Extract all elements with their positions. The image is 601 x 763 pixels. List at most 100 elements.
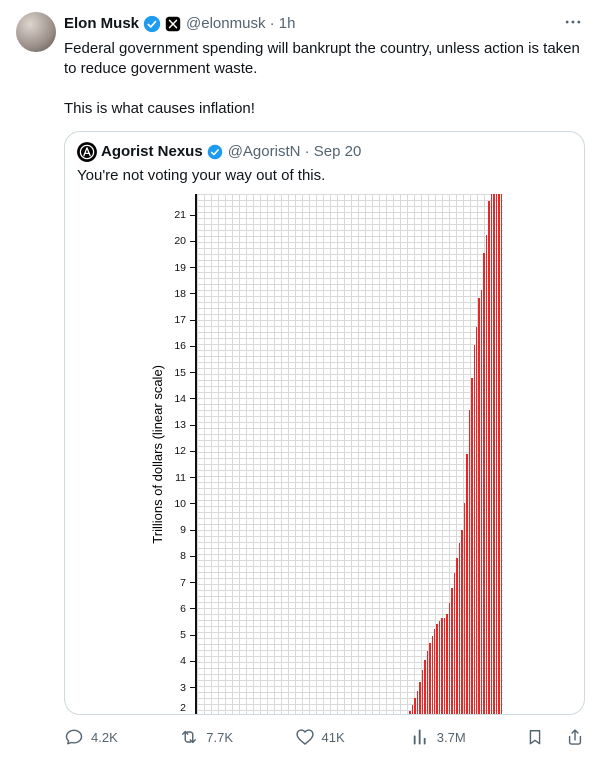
y-tick-mark <box>190 582 195 584</box>
y-tick-label: 8 <box>180 550 186 563</box>
reply-icon <box>65 729 83 745</box>
quoted-tweet-inner: Agorist Nexus @AgoristN · Sep 20 You're … <box>65 132 584 714</box>
y-tick-mark <box>190 660 195 662</box>
y-tick-mark <box>190 608 195 610</box>
quoted-tweet-card[interactable]: Agorist Nexus @AgoristN · Sep 20 You're … <box>64 131 585 715</box>
repost-count: 7.7K <box>206 729 233 745</box>
y-tick-label: 7 <box>180 576 186 589</box>
quote-author-name[interactable]: Agorist Nexus <box>101 143 203 160</box>
y-tick-mark <box>190 477 195 479</box>
debt-bar <box>424 659 426 714</box>
debt-bar <box>495 194 498 714</box>
debt-bar <box>411 704 414 714</box>
tweet-body: Federal government spending will bankrup… <box>64 39 585 119</box>
y-tick-label: 9 <box>180 524 186 537</box>
debt-bar <box>429 643 431 714</box>
debt-bar <box>436 624 438 714</box>
avatar-column <box>16 12 56 761</box>
y-tick-label: 17 <box>174 314 186 327</box>
debt-bar <box>443 617 446 714</box>
debt-bar <box>483 252 485 714</box>
debt-bar <box>461 529 463 714</box>
debt-bar <box>419 681 421 714</box>
debt-bar <box>416 691 419 714</box>
debt-bar <box>458 543 461 714</box>
author-name[interactable]: Elon Musk <box>64 14 140 32</box>
tweet-text-paragraph-2: This is what causes inflation! <box>64 100 255 117</box>
debt-bar <box>431 635 433 714</box>
debt-bar <box>446 614 448 714</box>
debt-bar <box>493 194 495 714</box>
y-tick-mark <box>190 634 195 636</box>
like-button[interactable]: 41K <box>295 727 410 747</box>
debt-bar <box>421 670 424 714</box>
y-tick-mark <box>190 687 195 689</box>
quote-meta[interactable]: @AgoristN · Sep 20 <box>227 143 362 160</box>
y-tick-mark <box>190 713 195 714</box>
like-count: 41K <box>321 729 345 745</box>
y-tick-label: 10 <box>174 497 186 510</box>
y-tick-mark <box>190 398 195 400</box>
debt-bar <box>488 201 490 714</box>
debt-bar <box>473 344 475 714</box>
repost-button[interactable]: 7.7K <box>179 727 294 747</box>
y-tick-mark <box>190 293 195 295</box>
y-tick-mark <box>190 214 195 216</box>
debt-bar <box>409 710 411 714</box>
debt-bar <box>426 650 429 714</box>
quote-author-avatar[interactable] <box>77 142 97 162</box>
y-tick-label: 20 <box>174 235 186 248</box>
y-tick-label: 4 <box>180 655 186 668</box>
reply-button[interactable]: 4.2K <box>64 727 179 747</box>
reply-count: 4.2K <box>91 729 118 745</box>
tweet-header: Elon Musk @elonmusk · 1h <box>64 12 585 35</box>
bookmark-button[interactable] <box>525 727 545 747</box>
debt-bar <box>453 572 456 714</box>
tweet-meta[interactable]: @elonmusk · 1h <box>186 14 296 32</box>
y-tick-label: 18 <box>174 287 186 300</box>
y-tick-label: 5 <box>180 629 186 642</box>
share-button[interactable] <box>565 727 585 747</box>
y-tick-label: 14 <box>174 392 186 405</box>
y-tick-label: 15 <box>174 366 186 379</box>
chart-plot <box>195 194 503 714</box>
y-tick-mark <box>190 345 195 347</box>
debt-chart: Trillions of dollars (linear scale) 2 3 4 5… <box>146 194 503 714</box>
like-icon <box>295 729 314 745</box>
anarchy-logo-icon <box>77 142 97 162</box>
tweet-content: Elon Musk @elonmusk · 1h <box>64 12 585 761</box>
quote-header: Agorist Nexus @AgoristN · Sep 20 <box>77 142 572 162</box>
y-tick-mark <box>190 372 195 374</box>
chart-bars <box>197 194 503 714</box>
y-tick-mark <box>190 240 195 242</box>
debt-bar <box>456 558 458 714</box>
y-tick-mark <box>190 555 195 557</box>
y-tick-label: 6 <box>180 602 186 615</box>
debt-bar <box>500 194 503 714</box>
debt-bar <box>463 503 466 714</box>
repost-icon <box>182 730 197 744</box>
views-button[interactable]: 3.7M <box>410 727 525 747</box>
debt-bar <box>468 410 471 714</box>
y-tick-label: 11 <box>175 471 186 484</box>
y-tick-mark <box>190 529 195 531</box>
debt-bar <box>451 588 453 714</box>
tweet-text-paragraph-1: Federal government spending will bankrup… <box>64 40 580 77</box>
y-tick-label: 13 <box>174 419 186 432</box>
y-tick-label: 19 <box>174 261 186 274</box>
debt-bar <box>448 602 451 714</box>
x-affiliate-badge-icon <box>165 16 181 32</box>
tweet-author-avatar[interactable] <box>16 12 56 52</box>
share-icon <box>568 729 582 745</box>
debt-bar <box>478 298 480 714</box>
views-count: 3.7M <box>436 729 466 745</box>
bookmark-icon <box>529 730 541 745</box>
more-options-button[interactable] <box>561 12 585 35</box>
debt-bar <box>498 194 500 714</box>
debt-chart-image[interactable]: Trillions of dollars (linear scale) 2 3 4 5… <box>77 194 572 714</box>
y-tick-mark <box>190 503 195 505</box>
y-tick-mark <box>190 424 195 426</box>
debt-bar <box>434 629 436 714</box>
verified-badge-icon <box>143 15 161 33</box>
actions-bar: 4.2K 7.7K 41K <box>64 727 585 761</box>
